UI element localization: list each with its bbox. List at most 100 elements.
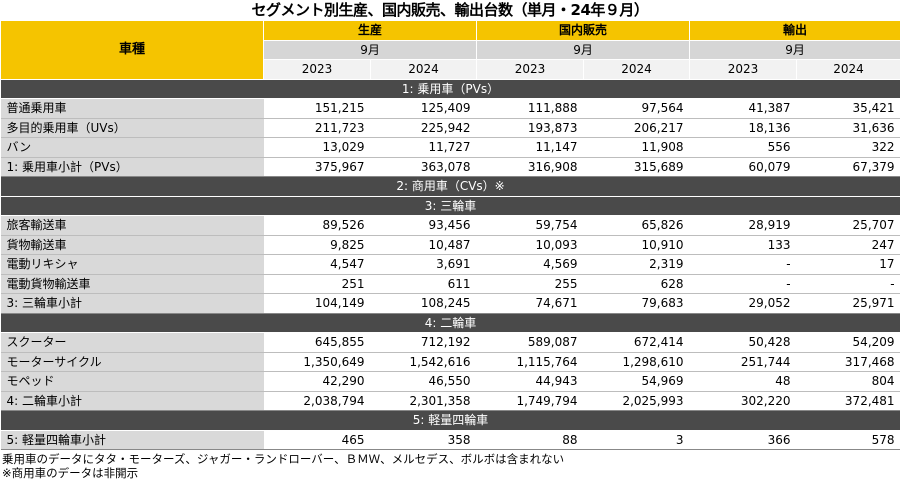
row-label: 多目的乗用車（UVs） xyxy=(0,118,264,138)
year-header: 2024 xyxy=(796,59,900,80)
cell-value: 1,542,616 xyxy=(370,352,477,372)
row-label: 電動貨物輸送車 xyxy=(0,274,264,294)
cell-value: 255 xyxy=(476,274,584,294)
cell-value: 111,888 xyxy=(476,98,584,119)
cell-value: 3,691 xyxy=(370,254,477,275)
group-header-domestic-sales: 国内販売 xyxy=(476,20,691,41)
cell-value: 133 xyxy=(689,235,797,255)
cell-value: 2,038,794 xyxy=(263,391,371,411)
table-row: 旅客輸送車 89,526 93,456 59,754 65,826 28,919 25,70… xyxy=(0,215,900,236)
cell-value: 93,456 xyxy=(370,215,477,236)
month-header-production: 9月 xyxy=(262,39,478,60)
cell-value: 125,409 xyxy=(370,98,477,119)
cell-value: 88 xyxy=(476,430,584,450)
cell-value: 251,744 xyxy=(689,352,797,372)
cell-value: 358 xyxy=(370,430,477,450)
section-title: 4: 二輪車 xyxy=(0,312,900,333)
footnote: 乗用車のデータにタタ・モーターズ、ジャガー・ランドローバー、ＢＭＷ、メルセデス、… xyxy=(2,452,565,466)
cell-value: - xyxy=(689,274,797,294)
section-title: 1: 乗用車（PVs） xyxy=(0,78,900,99)
cell-value: 2,301,358 xyxy=(370,391,477,411)
month-header-export: 9月 xyxy=(689,39,900,60)
table-body: 1: 乗用車（PVs） 普通乗用車 151,215 125,409 111,888 97,… xyxy=(0,78,900,450)
table-row: モペッド 42,290 46,550 44,943 54,969 48 804 xyxy=(0,371,900,392)
year-header: 2023 xyxy=(263,59,371,80)
cell-value: 315,689 xyxy=(583,157,690,177)
row-label: モペッド xyxy=(0,371,264,392)
cell-value: 10,910 xyxy=(583,235,690,255)
cell-value: 465 xyxy=(263,430,371,450)
cell-value: 67,379 xyxy=(796,157,900,177)
cell-value: 44,943 xyxy=(476,371,584,392)
cell-value: 48 xyxy=(689,371,797,392)
cell-value: 89,526 xyxy=(263,215,371,236)
section-band-row: 2: 商用車（CVs）※ xyxy=(0,176,900,197)
cell-value: 151,215 xyxy=(263,98,371,119)
cell-value: 645,855 xyxy=(263,332,371,353)
cell-value: 97,564 xyxy=(583,98,690,119)
cell-value: 65,826 xyxy=(583,215,690,236)
cell-value: 628 xyxy=(583,274,690,294)
cell-value: 25,707 xyxy=(796,215,900,236)
cell-value: 59,754 xyxy=(476,215,584,236)
year-header: 2023 xyxy=(689,59,798,80)
cell-value: 29,052 xyxy=(689,293,797,314)
cell-value: 1,749,794 xyxy=(476,391,584,411)
cell-value: 35,421 xyxy=(796,98,900,119)
row-label: 1: 乗用車小計（PVs） xyxy=(0,157,264,177)
cell-value: 54,969 xyxy=(583,371,690,392)
cell-value: 10,487 xyxy=(370,235,477,255)
cell-value: 1,298,610 xyxy=(583,352,690,372)
cell-value: 13,029 xyxy=(263,137,371,158)
cell-value: 611 xyxy=(370,274,477,294)
cell-value: 302,220 xyxy=(689,391,797,411)
table-title: セグメント別生産、国内販売、輸出台数（単月・24年９月） xyxy=(251,1,649,19)
cell-value: 10,093 xyxy=(476,235,584,255)
cell-value: 251 xyxy=(263,274,371,294)
row-label: バン xyxy=(0,137,264,158)
cell-value: 42,290 xyxy=(263,371,371,392)
cell-value: 2,025,993 xyxy=(583,391,690,411)
cell-value: 366 xyxy=(689,430,797,450)
subtotal-row: 3: 三輪車小計 104,149 108,245 74,671 79,683 29,052… xyxy=(0,293,900,314)
header-row-groups: 車種 生産 国内販売 輸出 xyxy=(0,20,900,80)
cell-value: 1,115,764 xyxy=(476,352,584,372)
footnotes: 乗用車のデータにタタ・モーターズ、ジャガー・ランドローバー、ＢＭＷ、メルセデス、… xyxy=(0,452,900,480)
table-row: 電動貨物輸送車 251 611 255 628- - xyxy=(0,274,900,294)
row-label: 旅客輸送車 xyxy=(0,215,264,236)
month-header-domestic-sales: 9月 xyxy=(476,39,691,60)
cell-value: 589,087 xyxy=(476,332,584,353)
row-label: 4: 二輪車小計 xyxy=(0,391,264,411)
year-header: 2023 xyxy=(476,59,585,80)
row-label: 電動リキシャ xyxy=(0,254,264,275)
subtotal-row: 5: 軽量四輪車小計 465 358 88 3 366 578 xyxy=(0,430,900,450)
header-row-month: 9月 9月 9月 xyxy=(1,39,900,60)
cell-value: 4,547 xyxy=(263,254,371,275)
section-band-row: 3: 三輪車 xyxy=(0,195,900,216)
subtotal-row: 1: 乗用車小計（PVs） 375,967 363,078 316,908 315,68… xyxy=(0,157,900,177)
cell-value: 11,908 xyxy=(583,137,690,158)
cell-value: 17 xyxy=(796,254,900,275)
cell-value: 322 xyxy=(796,137,900,158)
section-band-row: 4: 二輪車 xyxy=(0,312,900,333)
cell-value: 2,319 xyxy=(583,254,690,275)
cell-value: 11,727 xyxy=(370,137,477,158)
cell-value: 4,569 xyxy=(476,254,584,275)
row-label: 3: 三輪車小計 xyxy=(0,293,264,314)
cell-value: 41,387 xyxy=(689,98,797,119)
year-header: 2024 xyxy=(369,59,478,80)
cell-value: 375,967 xyxy=(263,157,371,177)
section-title: 5: 軽量四輪車 xyxy=(0,410,900,431)
cell-value: 18,136 xyxy=(689,118,797,138)
cell-value: 74,671 xyxy=(476,293,584,314)
cell-value: 50,428 xyxy=(689,332,797,353)
cell-value: 46,550 xyxy=(370,371,477,392)
cell-value: 79,683 xyxy=(583,293,690,314)
cell-value: 317,468 xyxy=(796,352,900,372)
section-title: 3: 三輪車 xyxy=(0,195,900,216)
cell-value: 372,481 xyxy=(796,391,900,411)
cell-value: 247 xyxy=(796,235,900,255)
section-band-row: 1: 乗用車（PVs） xyxy=(0,78,900,99)
table-row: スクーター 645,855 712,192 589,087 672,414 50,428 5… xyxy=(0,332,900,353)
cell-value: 712,192 xyxy=(370,332,477,353)
